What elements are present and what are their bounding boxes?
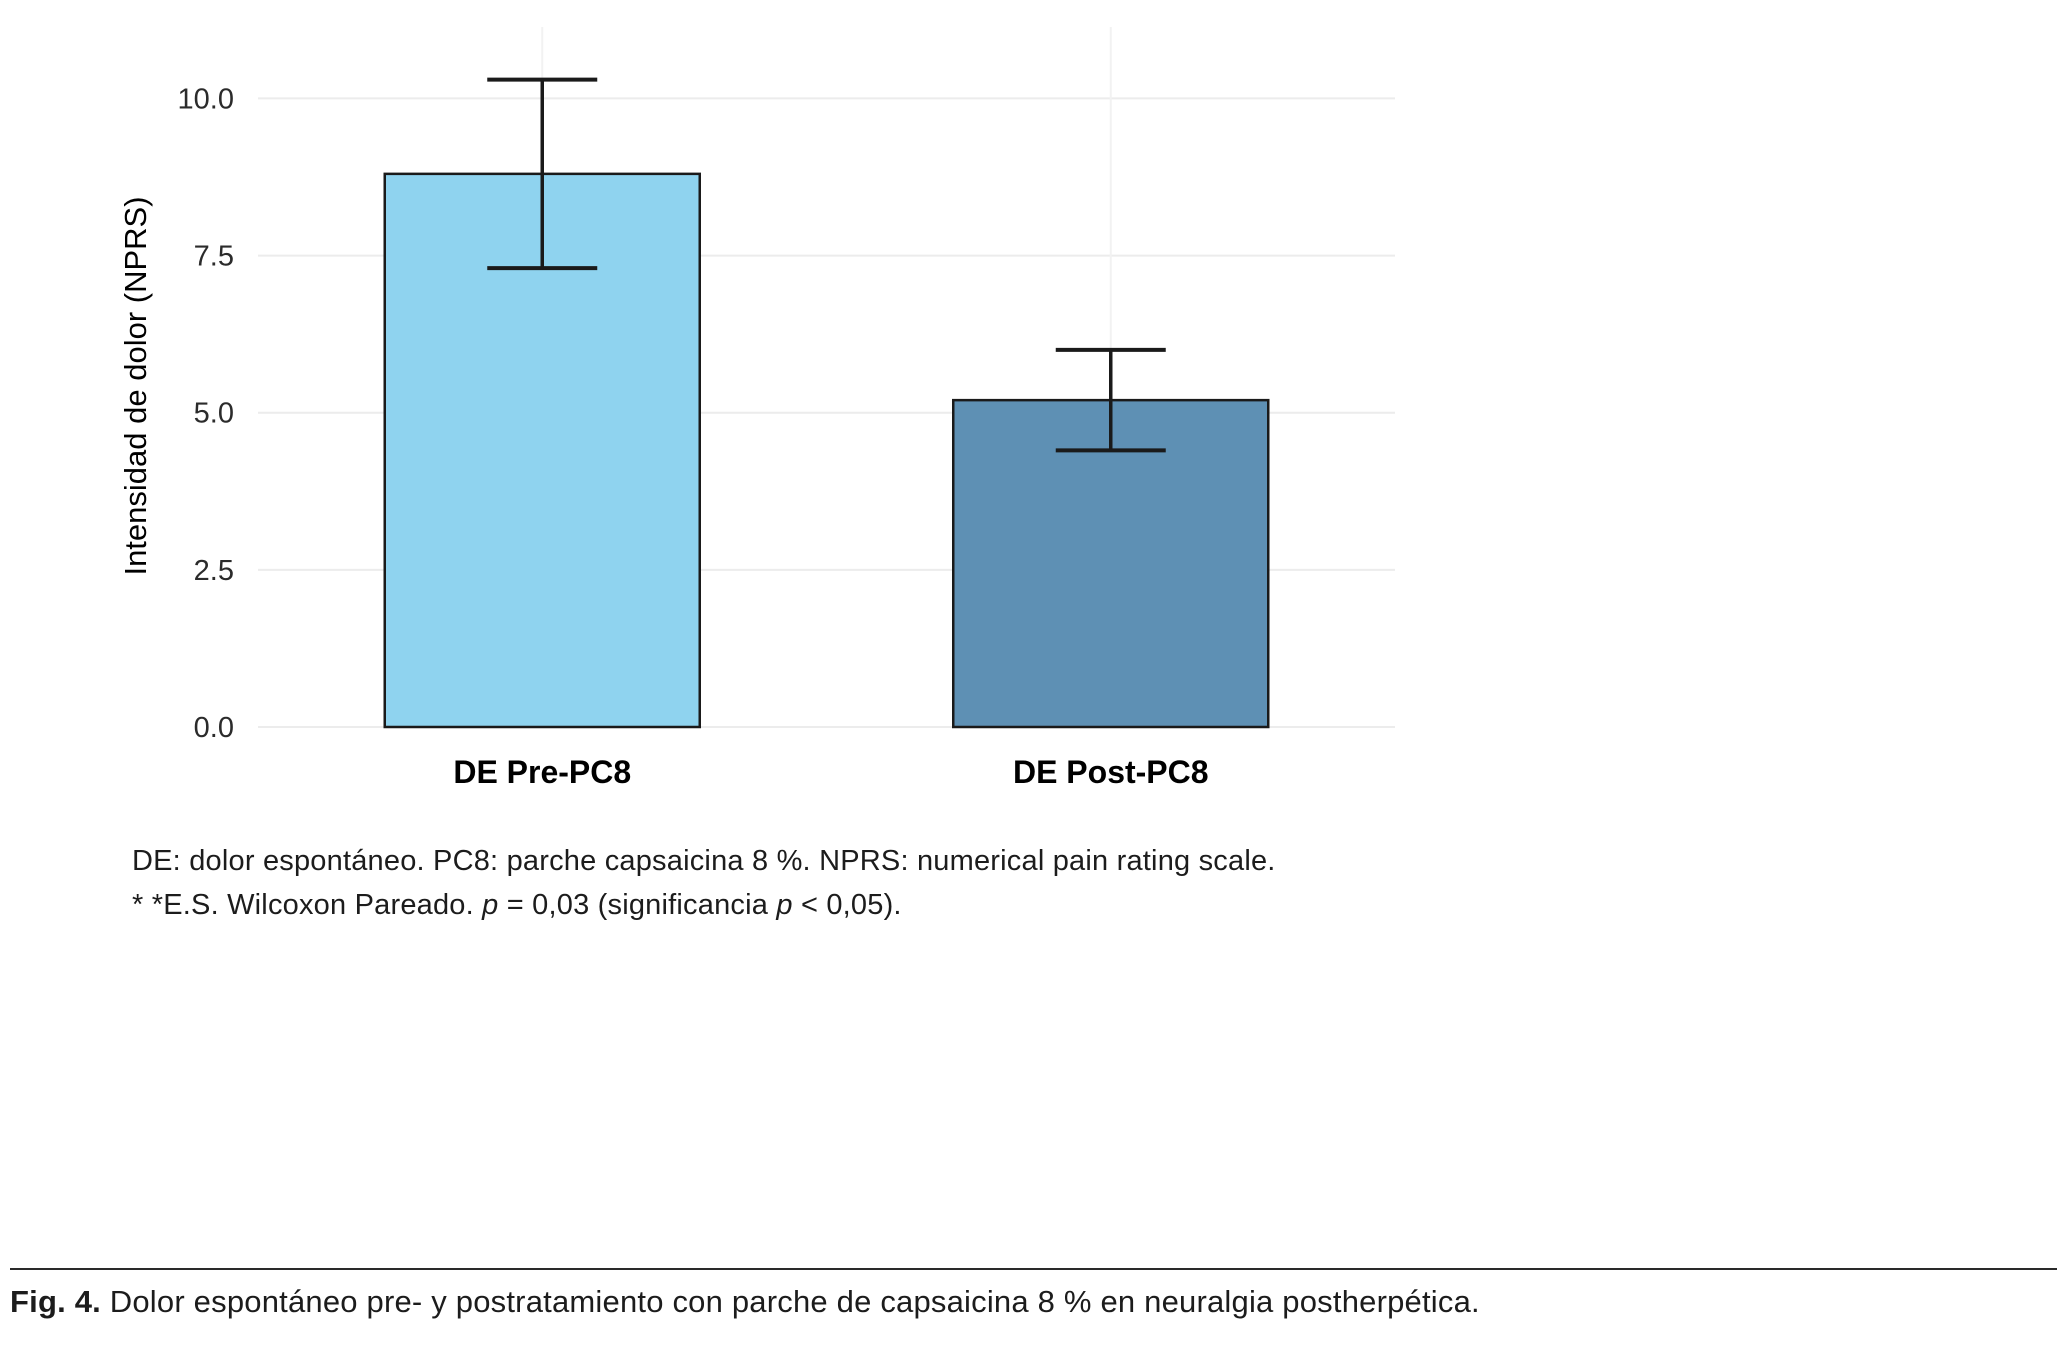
svg-text:DE Post-PC8: DE Post-PC8 <box>1013 754 1209 790</box>
figure-caption: Fig. 4. Dolor espontáneo pre- y postrata… <box>10 1268 2057 1320</box>
figure-caption-label: Fig. 4. <box>10 1284 101 1319</box>
chart-footnote: DE: dolor espontáneo. PC8: parche capsai… <box>132 840 1276 927</box>
svg-text:DE Pre-PC8: DE Pre-PC8 <box>453 754 631 790</box>
footnote-line1: DE: dolor espontáneo. PC8: parche capsai… <box>132 845 1276 877</box>
bar-chart-svg: DE Pre-PC8 DE Post-PC8 0.0 2.5 5.0 7.5 10.0 Int… <box>118 27 1395 790</box>
figure-caption-text: Dolor espontáneo pre- y postratamiento c… <box>100 1284 1480 1319</box>
svg-text:0.0: 0.0 <box>194 712 234 744</box>
footnote-line2: * *E.S. Wilcoxon Pareado. p = 0,03 (sign… <box>132 888 902 921</box>
svg-text:Intensidad de dolor (NPRS): Intensidad de dolor (NPRS) <box>118 196 153 575</box>
svg-text:5.0: 5.0 <box>194 398 234 430</box>
svg-text:2.5: 2.5 <box>194 555 234 587</box>
svg-text:10.0: 10.0 <box>178 83 234 115</box>
bar-chart: DE Pre-PC8 DE Post-PC8 0.0 2.5 5.0 7.5 10.0 Int… <box>0 0 1520 840</box>
svg-text:7.5: 7.5 <box>194 241 234 273</box>
